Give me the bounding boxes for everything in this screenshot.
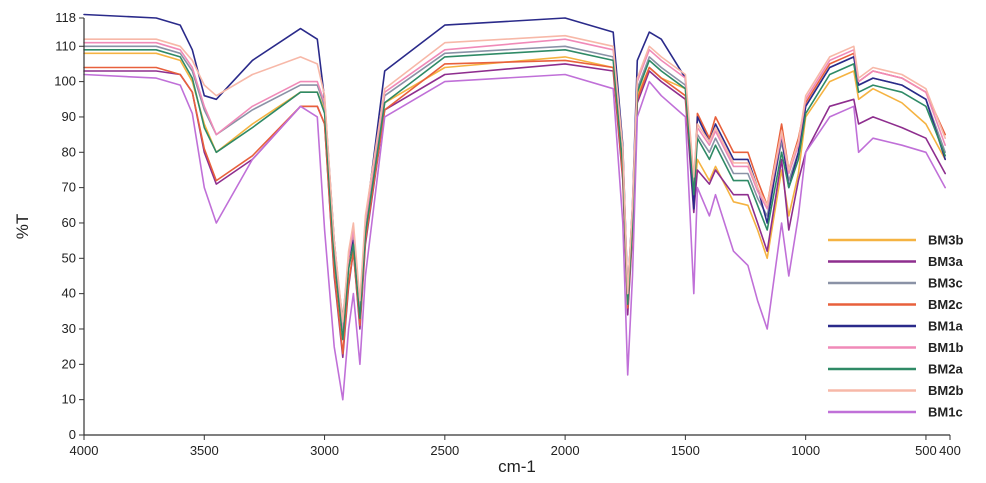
y-tick-label: 80	[62, 144, 76, 159]
series-line-bm1b	[83, 38, 947, 330]
x-axis-label: cm-1	[498, 457, 536, 476]
x-tick-label: 1500	[671, 443, 700, 458]
series-line-bm2b	[83, 34, 947, 323]
y-tick-label: 100	[54, 74, 76, 89]
x-ticks: 4000 3500 3000 2500 2000 1500 1000 500 400	[70, 435, 961, 458]
x-tick-label: 4000	[70, 443, 99, 458]
legend: BM3b BM3a BM3c BM2c BM1a BM1b BM2a BM2b BM1c	[828, 233, 963, 420]
y-tick-label: 30	[62, 321, 76, 336]
legend-label-bm2c: BM2c	[928, 297, 963, 312]
y-tick-label: 60	[62, 215, 76, 230]
legend-label-bm2a: BM2a	[928, 362, 963, 377]
y-tick-label: 0	[69, 427, 76, 442]
x-tick-label: 3000	[310, 443, 339, 458]
series-line-bm1c	[83, 73, 947, 401]
y-tick-label: 20	[62, 356, 76, 371]
y-axis-label: %T	[13, 214, 32, 240]
y-tick-label: 118	[55, 10, 76, 25]
legend-label-bm1a: BM1a	[928, 319, 963, 334]
y-tick-label: 70	[62, 180, 76, 195]
series-line-bm3a	[83, 63, 947, 359]
y-tick-label: 10	[62, 392, 76, 407]
legend-label-bm3a: BM3a	[928, 254, 963, 269]
x-tick-label: 2000	[551, 443, 580, 458]
series-line-bm3b	[83, 52, 947, 330]
x-tick-label: 500	[915, 443, 937, 458]
legend-label-bm1c: BM1c	[928, 405, 963, 420]
legend-label-bm2b: BM2b	[928, 383, 963, 398]
y-tick-label: 90	[62, 109, 76, 124]
plot-lines	[83, 13, 947, 401]
x-tick-label: 2500	[430, 443, 459, 458]
x-tick-label: 3500	[190, 443, 219, 458]
y-tick-label: 40	[62, 286, 76, 301]
y-tick-label: 110	[55, 38, 76, 53]
legend-label-bm1b: BM1b	[928, 340, 963, 355]
x-tick-label: 1000	[791, 443, 820, 458]
legend-label-bm3b: BM3b	[928, 233, 963, 248]
y-tick-label: 50	[62, 250, 76, 265]
y-ticks: 0 10 20 30 40 50 60 70 80 90 100 110 118	[54, 10, 84, 442]
x-tick-label: 400	[939, 443, 961, 458]
legend-label-bm3c: BM3c	[928, 276, 963, 291]
